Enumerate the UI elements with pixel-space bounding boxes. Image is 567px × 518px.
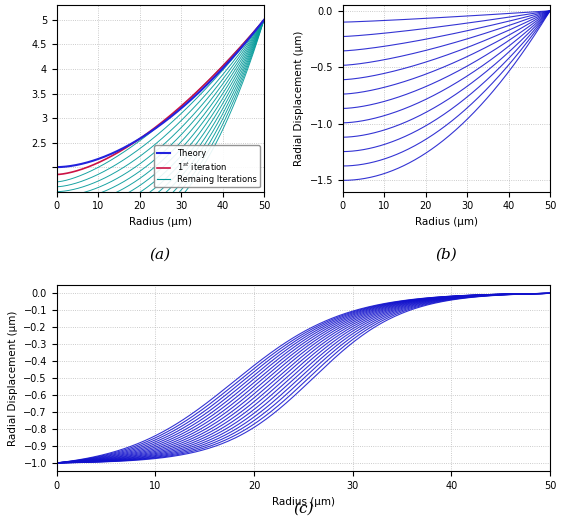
Legend: Theory, 1$^{st}$ iteration, Remaing Iterations: Theory, 1$^{st}$ iteration, Remaing Iter… bbox=[154, 146, 260, 188]
X-axis label: Radius (μm): Radius (μm) bbox=[272, 497, 335, 507]
Text: (b): (b) bbox=[435, 248, 457, 262]
Text: (a): (a) bbox=[150, 248, 171, 262]
Text: (c): (c) bbox=[293, 501, 314, 515]
Y-axis label: Radial Displacement (μm): Radial Displacement (μm) bbox=[294, 31, 304, 166]
X-axis label: Radius (μm): Radius (μm) bbox=[129, 217, 192, 227]
Y-axis label: Radial Displacement (μm): Radial Displacement (μm) bbox=[8, 310, 18, 446]
X-axis label: Radius (μm): Radius (μm) bbox=[415, 217, 478, 227]
